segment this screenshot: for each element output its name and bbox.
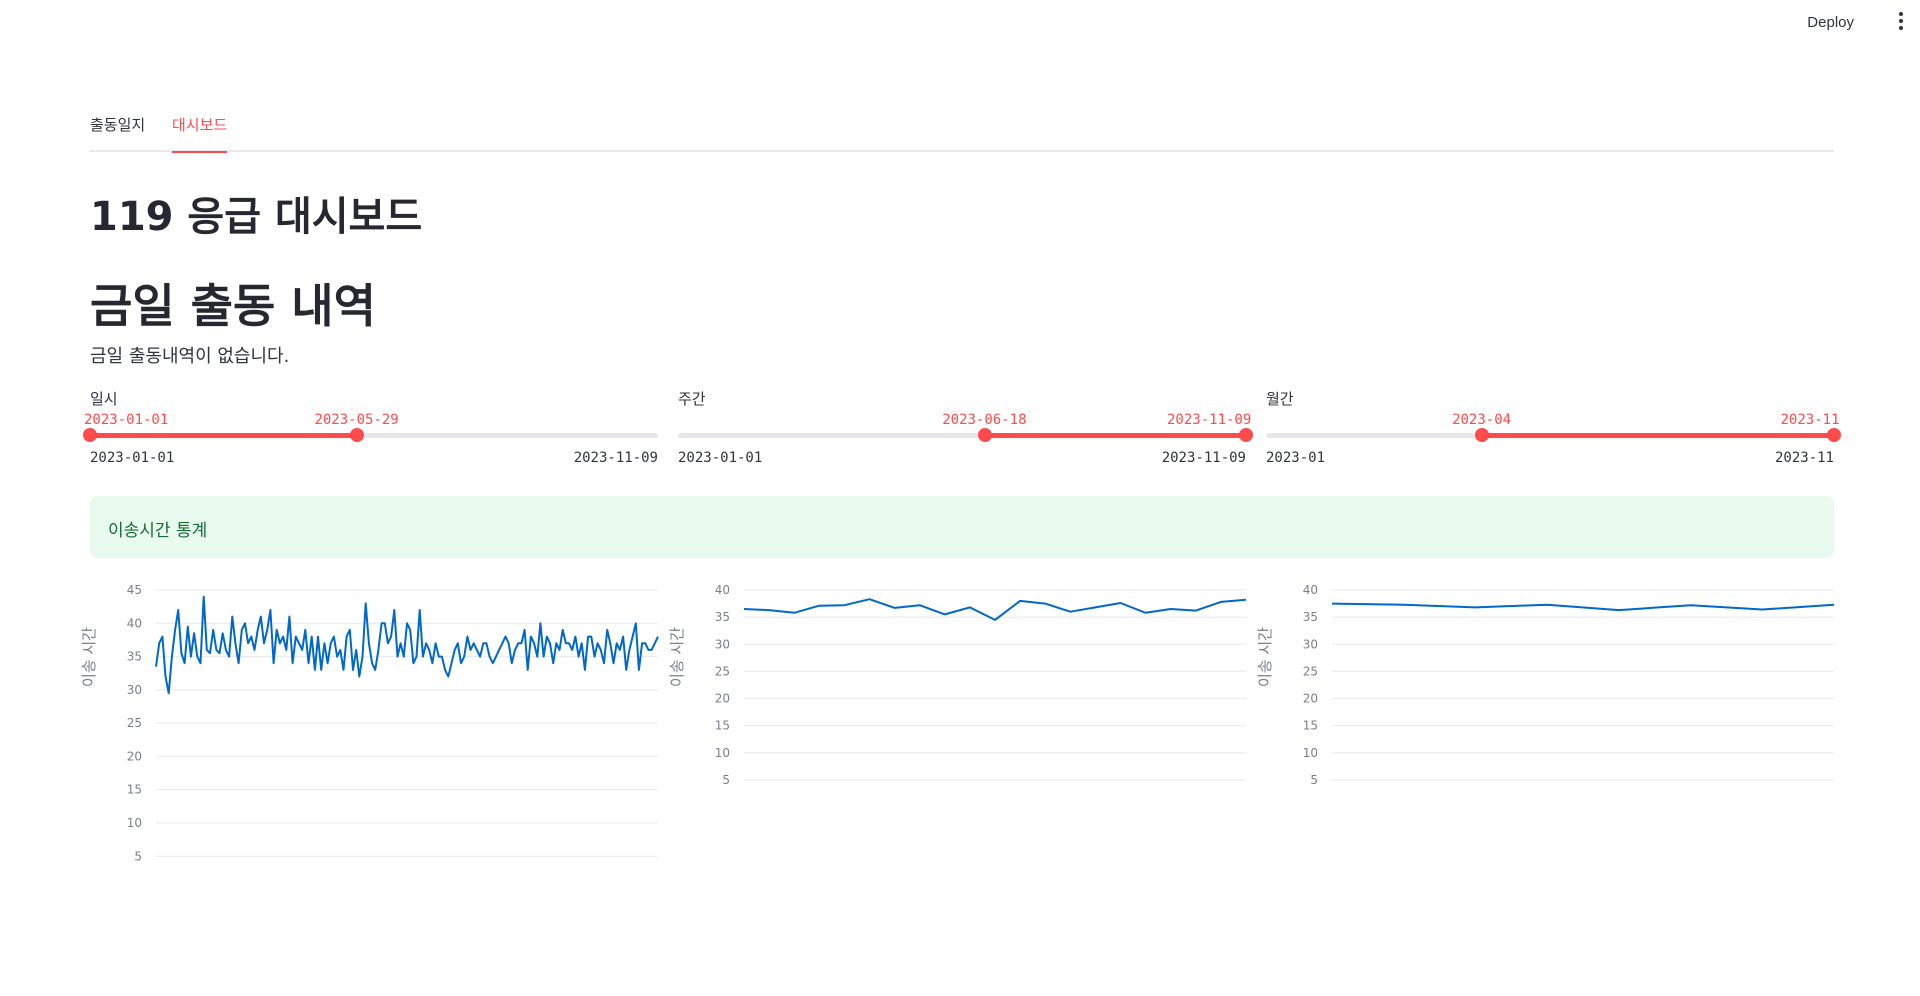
- y-axis-label: 이송 시간: [80, 627, 98, 687]
- series-line: [743, 598, 1247, 621]
- tab-dashboard[interactable]: 대시보드: [172, 114, 228, 153]
- chart-daily: 이송 시간 5 10 15 20 25 30 35 40 45: [80, 572, 659, 992]
- slider-end-value: 2023-11-09: [1167, 412, 1252, 428]
- slider-start-handle[interactable]: [83, 428, 97, 442]
- info-alert: 이송시간 통계: [90, 496, 1834, 558]
- y-tick-label: 25: [1303, 664, 1318, 678]
- y-axis-label: 이송 시간: [668, 627, 686, 687]
- slider-fill: [984, 433, 1246, 438]
- y-tick-label: 35: [1303, 610, 1318, 624]
- series-line: [155, 595, 659, 695]
- slider-max-label: 2023-11-09: [573, 450, 658, 466]
- date-range-slider-monthly: 월간 2023-04 2023-11 2023-01 2023-11: [1266, 388, 1841, 478]
- slider-start-value: 2023-01-01: [84, 412, 169, 428]
- slider-max-label: 2023-11: [1774, 450, 1834, 466]
- line-chart-svg: 5 10 15 20 25 30 35 40 45: [127, 583, 659, 863]
- slider-track[interactable]: 2023-01-01 2023-05-29: [83, 412, 658, 442]
- slider-start-handle[interactable]: [1474, 428, 1489, 442]
- slider-end-handle[interactable]: [349, 428, 364, 442]
- y-tick-label: 35: [127, 650, 142, 664]
- slider-start-value: 2023-06-18: [942, 412, 1027, 428]
- slider-min-label: 2023-01-01: [678, 450, 763, 466]
- y-tick-label: 35: [715, 610, 730, 624]
- deploy-button[interactable]: Deploy: [1807, 14, 1854, 31]
- line-chart-svg: 5 10 15 20 25 30 35 40: [1303, 583, 1835, 787]
- y-tick-label: 40: [1303, 583, 1318, 597]
- slider-start-handle[interactable]: [977, 428, 992, 442]
- slider-label: 월간: [1266, 390, 1294, 408]
- y-tick-label: 10: [1303, 746, 1318, 760]
- y-tick-label: 20: [127, 749, 142, 763]
- chart-monthly: 이송 시간 5 10 15 20 25 30 35 40: [1256, 572, 1835, 992]
- slider-track[interactable]: 2023-06-18 2023-11-09: [678, 412, 1253, 442]
- slider-min-label: 2023-01: [1266, 450, 1326, 466]
- y-tick-label: 30: [127, 683, 142, 697]
- y-tick-label: 15: [715, 719, 730, 733]
- line-chart-svg: 5 10 15 20 25 30 35 40: [715, 583, 1247, 787]
- y-tick-label: 10: [715, 746, 730, 760]
- date-range-slider-weekly: 주간 2023-06-18 2023-11-09 2023-01-01 2023…: [678, 388, 1253, 478]
- y-tick-label: 10: [127, 816, 142, 830]
- slider-track[interactable]: 2023-04 2023-11: [1266, 412, 1841, 442]
- y-tick-label: 25: [127, 716, 142, 730]
- main-content: 출동일지 대시보드 119 응급 대시보드 금일 출동 내역 금일 출동내역이 …: [80, 110, 1841, 863]
- slider-max-label: 2023-11-09: [1161, 450, 1246, 466]
- slider-start-value: 2023-04: [1452, 412, 1512, 428]
- more-options-icon[interactable]: [1898, 12, 1904, 32]
- series-line: [1331, 602, 1835, 612]
- app-header: Deploy: [0, 0, 1920, 44]
- slider-min-label: 2023-01-01: [90, 450, 175, 466]
- empty-message: 금일 출동내역이 없습니다.: [90, 346, 290, 367]
- slider-end-value: 2023-11: [1780, 412, 1840, 428]
- tab-dispatch-log[interactable]: 출동일지: [90, 116, 146, 134]
- y-tick-label: 20: [715, 692, 730, 706]
- y-tick-label: 5: [134, 849, 142, 863]
- y-tick-label: 25: [715, 664, 730, 678]
- y-tick-label: 45: [127, 583, 142, 597]
- chart-weekly: 이송 시간 5 10 15 20 25 30 35 40: [668, 572, 1247, 992]
- y-tick-label: 20: [1303, 692, 1318, 706]
- y-tick-label: 5: [1310, 773, 1318, 787]
- page-title: 119 응급 대시보드: [90, 194, 423, 240]
- y-tick-label: 40: [715, 583, 730, 597]
- slider-end-value: 2023-05-29: [314, 412, 399, 428]
- y-tick-label: 5: [722, 773, 730, 787]
- slider-end-handle[interactable]: [1239, 428, 1253, 442]
- y-tick-label: 15: [1303, 719, 1318, 733]
- slider-fill: [90, 433, 357, 438]
- y-axis-label: 이송 시간: [1256, 627, 1274, 687]
- slider-label: 일시: [90, 390, 118, 408]
- section-title: 금일 출동 내역: [90, 279, 376, 333]
- y-tick-label: 30: [1303, 637, 1318, 651]
- slider-label: 주간: [678, 390, 706, 408]
- date-range-slider-daily: 일시 2023-01-01 2023-05-29 2023-01-01 2023…: [83, 388, 658, 478]
- tab-bar: 출동일지 대시보드: [90, 110, 1834, 153]
- y-tick-label: 15: [127, 783, 142, 797]
- y-tick-label: 30: [715, 637, 730, 651]
- slider-fill: [1481, 433, 1834, 438]
- slider-end-handle[interactable]: [1827, 428, 1841, 442]
- y-tick-label: 40: [127, 616, 142, 630]
